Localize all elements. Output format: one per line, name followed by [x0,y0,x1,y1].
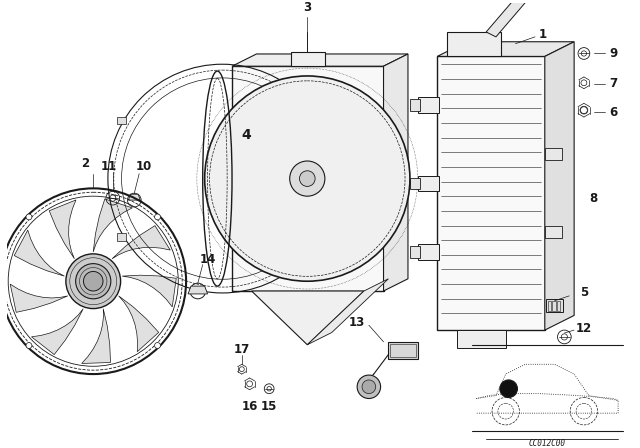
Polygon shape [486,0,525,37]
Bar [552,301,556,310]
Bar [410,177,420,190]
Circle shape [26,214,32,220]
Circle shape [357,375,381,399]
Text: 11: 11 [100,160,117,173]
Polygon shape [232,54,408,66]
Polygon shape [82,309,111,363]
Text: 3: 3 [303,1,311,14]
Bar [418,244,439,260]
Polygon shape [122,275,176,307]
Circle shape [155,214,161,220]
Polygon shape [383,54,408,291]
Circle shape [290,161,325,196]
Text: 15: 15 [261,400,277,413]
Polygon shape [129,194,140,200]
Text: 7: 7 [609,77,618,90]
Text: 14: 14 [200,253,216,266]
Polygon shape [437,42,574,56]
Bar [418,176,439,191]
Circle shape [205,76,410,281]
Bar [546,299,563,312]
Bar [437,56,545,330]
Text: 13: 13 [349,316,365,329]
Polygon shape [232,66,383,291]
Circle shape [155,343,161,349]
Polygon shape [10,284,68,312]
Bar [545,148,563,160]
Circle shape [66,254,120,309]
Bar [545,227,563,238]
Polygon shape [31,309,83,354]
Polygon shape [118,296,159,352]
Bar [410,99,420,111]
Bar [291,52,325,66]
Text: 6: 6 [609,106,618,119]
Text: 1: 1 [539,28,547,41]
Bar [548,301,552,310]
Circle shape [362,380,376,394]
Polygon shape [252,291,364,345]
Text: 17: 17 [234,343,250,356]
Text: CC012C00: CC012C00 [528,439,565,448]
Text: 2: 2 [81,157,90,170]
Polygon shape [307,279,388,345]
Circle shape [83,271,103,291]
Circle shape [76,263,111,299]
Bar [457,330,506,348]
Polygon shape [14,230,65,276]
Circle shape [26,343,32,349]
Polygon shape [112,226,170,259]
Text: 10: 10 [136,160,152,173]
Bar [410,246,420,258]
Bar [390,344,416,358]
Polygon shape [116,116,127,125]
Polygon shape [188,286,207,294]
Bar [418,98,439,113]
Text: 8: 8 [589,192,598,205]
Polygon shape [49,200,76,259]
Bar [557,301,560,310]
Polygon shape [93,199,132,252]
Polygon shape [116,233,127,241]
Bar [447,32,501,56]
Text: 16: 16 [241,400,258,413]
Bar [388,342,418,359]
Text: 9: 9 [609,47,618,60]
Text: 4: 4 [242,128,252,142]
Text: 12: 12 [576,322,592,335]
Polygon shape [545,42,574,330]
Circle shape [300,171,315,186]
Text: 5: 5 [580,286,588,299]
Circle shape [500,380,518,397]
